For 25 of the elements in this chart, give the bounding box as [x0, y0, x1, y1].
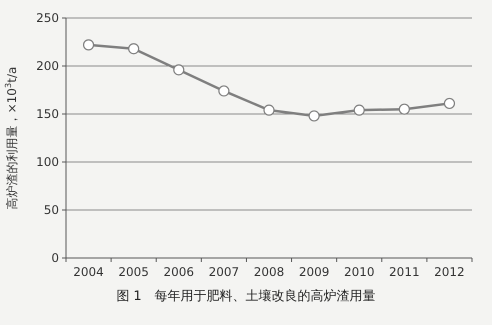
y-tick-label: 150: [36, 107, 59, 121]
point: [444, 98, 456, 110]
y-tick-label: 200: [36, 59, 59, 73]
x-tick-label: 2011: [389, 265, 420, 279]
point: [308, 110, 320, 122]
y-tick-label: 250: [36, 11, 59, 25]
y-tick-label: 50: [44, 203, 59, 217]
text: 图 1 每年用于肥料、土壤改良的高炉渣用量: [116, 288, 376, 304]
point: [398, 104, 410, 115]
point: [128, 43, 140, 54]
x-tick-label: 2007: [208, 265, 240, 279]
point: [173, 64, 184, 76]
point: [354, 104, 365, 116]
x-tick-label: 2008: [254, 265, 284, 279]
x-tick-label: 2005: [118, 265, 149, 279]
x-tick-label: 2009: [298, 265, 330, 279]
y-tick-label: 100: [36, 155, 59, 169]
x-tick-label: 2010: [344, 265, 374, 279]
point: [263, 104, 275, 116]
point: [82, 39, 94, 50]
x-tick-label: 2004: [73, 265, 104, 279]
y-tick-label: 0: [51, 251, 59, 265]
point: [218, 85, 230, 97]
x-tick-label: 2006: [164, 265, 194, 279]
x-tick-label: 2012: [434, 265, 465, 279]
